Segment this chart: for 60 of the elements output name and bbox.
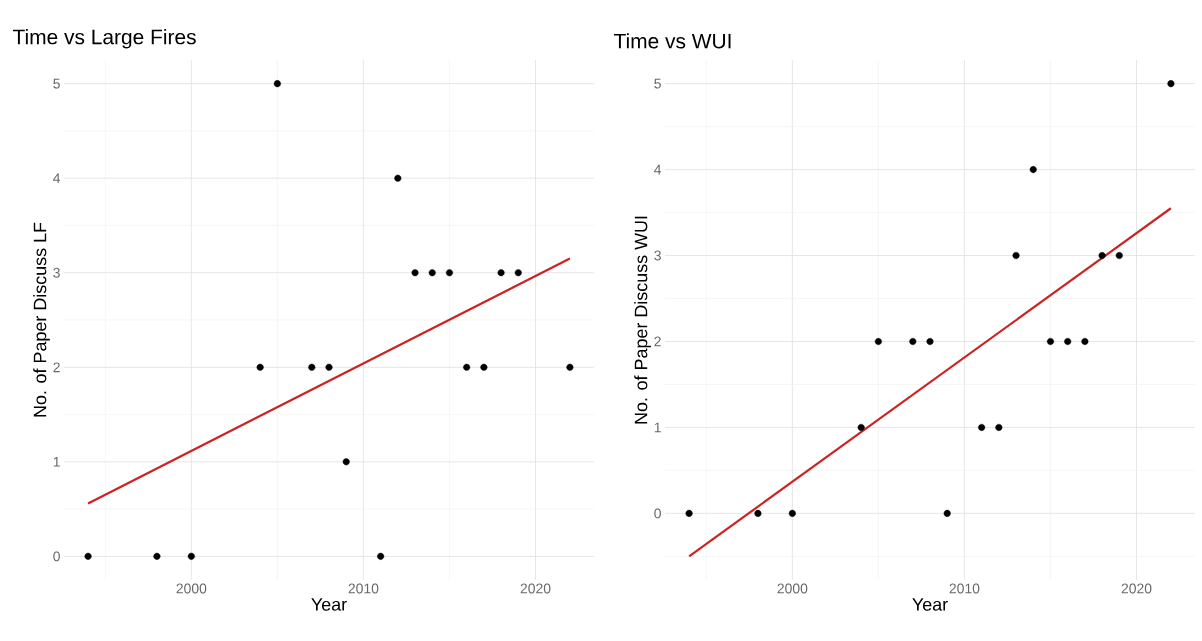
y-tick-label: 5 — [654, 78, 661, 89]
point — [445, 269, 453, 277]
y-tick-label: 5 — [53, 78, 60, 89]
point — [497, 269, 505, 277]
point — [514, 269, 522, 277]
point — [411, 269, 419, 277]
point — [874, 337, 882, 345]
point — [84, 552, 92, 560]
point — [342, 458, 350, 466]
point — [1115, 252, 1123, 260]
point — [943, 509, 951, 517]
point — [978, 423, 986, 431]
point — [1012, 252, 1020, 260]
y-tick-label: 0 — [53, 551, 60, 562]
point — [463, 363, 471, 371]
chart-title: Time vs WUI — [614, 33, 731, 49]
point — [995, 423, 1003, 431]
point — [1029, 166, 1037, 174]
point — [1098, 252, 1106, 260]
x-tick-label: 2000 — [777, 583, 808, 594]
x-axis-title: Year — [912, 598, 948, 611]
y-tick-label: 2 — [654, 336, 661, 347]
y-tick-label: 1 — [654, 422, 661, 433]
point — [909, 337, 917, 345]
y-tick-label: 3 — [53, 267, 60, 278]
x-tick-label: 2000 — [176, 583, 207, 594]
point — [788, 509, 796, 517]
x-axis-title: Year — [311, 598, 347, 611]
x-tick-label: 2020 — [1121, 583, 1152, 594]
point — [685, 509, 693, 517]
x-tick-label: 2010 — [949, 583, 980, 594]
point — [1064, 337, 1072, 345]
y-tick-label: 2 — [53, 362, 60, 373]
point — [153, 552, 161, 560]
point — [566, 363, 574, 371]
y-tick-label: 4 — [53, 173, 61, 183]
point — [308, 363, 316, 371]
point — [256, 363, 264, 371]
point — [1167, 80, 1175, 88]
y-axis-title: No. of Paper Discuss LF — [33, 222, 50, 417]
y-tick-label: 1 — [53, 457, 60, 467]
point — [273, 80, 281, 88]
y-tick-label: 0 — [654, 508, 661, 519]
point — [1046, 337, 1054, 345]
y-tick-label: 4 — [654, 164, 662, 175]
point — [325, 363, 333, 371]
y-axis-title: No. of Paper Discuss WUI — [634, 216, 651, 424]
x-tick-label: 2010 — [348, 583, 379, 594]
y-tick-label: 3 — [654, 250, 661, 261]
point — [857, 423, 865, 431]
point — [480, 363, 488, 371]
chart-title: Time vs Large Fires — [12, 29, 196, 49]
point — [377, 552, 385, 560]
x-tick-label: 2020 — [520, 583, 551, 594]
point — [926, 337, 934, 345]
point — [394, 174, 402, 182]
point — [1081, 337, 1089, 345]
point — [754, 509, 762, 517]
point — [187, 552, 195, 560]
point — [428, 269, 436, 277]
